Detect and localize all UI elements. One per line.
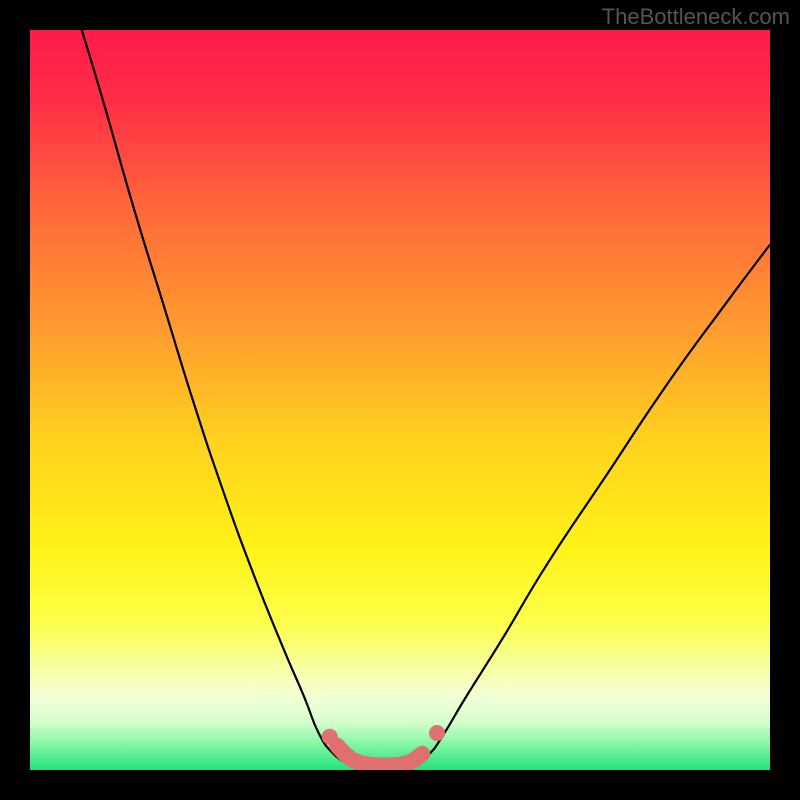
bottleneck-chart	[0, 0, 800, 800]
optimal-zone-endcap	[429, 725, 445, 741]
optimal-zone-startcap	[322, 729, 338, 745]
plot-background	[30, 30, 770, 770]
chart-frame: TheBottleneck.com	[0, 0, 800, 800]
